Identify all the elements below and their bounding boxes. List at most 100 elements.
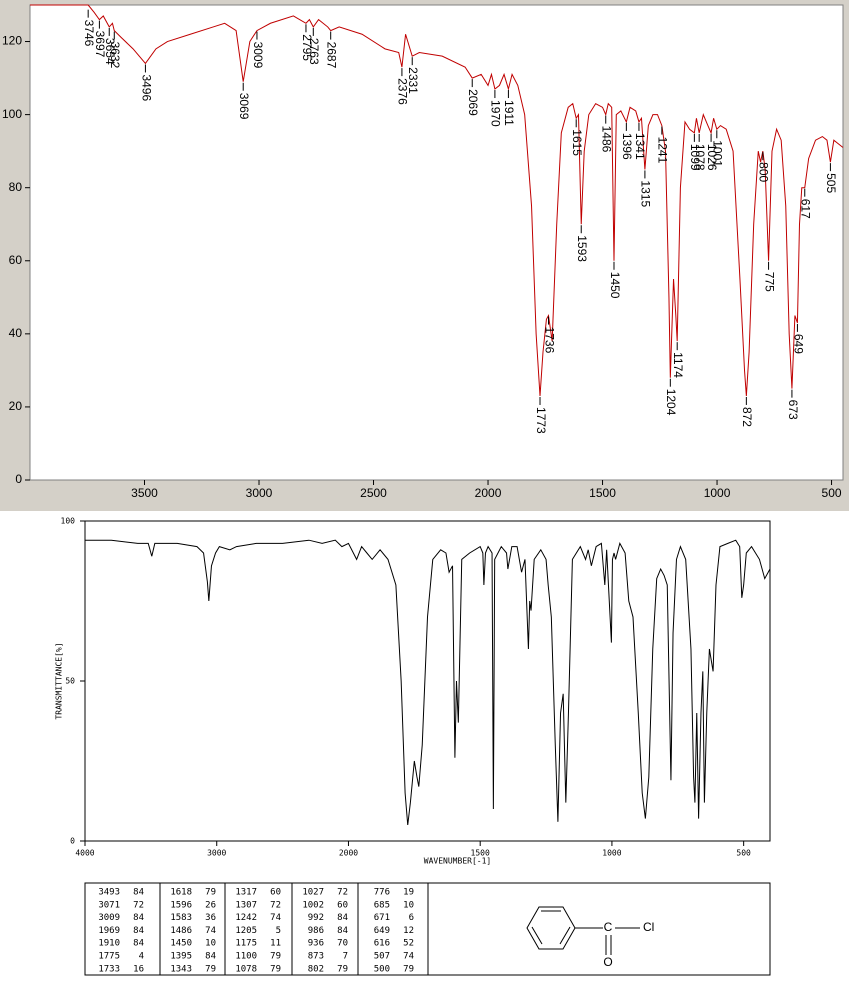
peak-label: 1450 (608, 272, 622, 299)
peak-label: 1593 (575, 235, 589, 262)
peak-label: 1001 (711, 140, 725, 167)
table-wavenumber: 1317 (235, 888, 257, 898)
table-wavenumber: 1205 (235, 926, 257, 936)
table-transmittance: 79 (270, 952, 281, 962)
x-tick-label: 2000 (475, 486, 502, 500)
peak-label: 3632 (108, 42, 122, 69)
table-transmittance: 60 (270, 888, 281, 898)
table-wavenumber: 873 (308, 952, 324, 962)
y-tick-label: 40 (9, 326, 23, 340)
x-axis-label: WAVENUMBER[-1] (424, 857, 491, 866)
benzene-ring (526, 906, 640, 955)
y-tick-label: 50 (65, 677, 75, 686)
peak-label: 1174 (671, 352, 685, 378)
peak-label: 1315 (639, 180, 653, 207)
table-wavenumber: 936 (308, 939, 324, 949)
y-tick-label: 80 (9, 180, 23, 194)
x-tick-label: 2000 (339, 849, 358, 858)
table-wavenumber: 500 (374, 964, 390, 974)
table-transmittance: 70 (337, 939, 348, 949)
table-wavenumber: 1775 (98, 952, 120, 962)
peak-label: 1078 (693, 144, 707, 171)
peak-label: 617 (799, 199, 813, 219)
table-transmittance: 7 (343, 952, 348, 962)
table-transmittance: 6 (409, 913, 414, 923)
table-transmittance: 72 (133, 900, 144, 910)
table-wavenumber: 1100 (235, 952, 257, 962)
peak-label: 775 (762, 272, 776, 292)
peak-label: 2795 (300, 34, 314, 61)
x-tick-label: 500 (736, 849, 751, 858)
atom-cl: Cl (643, 920, 654, 934)
table-transmittance: 79 (205, 964, 216, 974)
peak-label: 1736 (542, 327, 556, 354)
table-wavenumber: 3071 (98, 900, 120, 910)
peak-label: 1204 (664, 389, 678, 416)
y-tick-label: 20 (9, 399, 23, 413)
table-transmittance: 10 (205, 939, 216, 949)
peak-label: 505 (824, 173, 838, 193)
top-plot-area (29, 4, 844, 481)
table-wavenumber: 671 (374, 913, 390, 923)
peak-label: 2763 (307, 38, 321, 65)
table-wavenumber: 507 (374, 952, 390, 962)
y-tick-label: 120 (2, 34, 22, 48)
table-transmittance: 11 (270, 939, 281, 949)
table-transmittance: 10 (403, 900, 414, 910)
table-transmittance: 84 (133, 939, 144, 949)
x-tick-label: 1500 (471, 849, 490, 858)
y-tick-label: 0 (70, 837, 75, 846)
table-transmittance: 52 (403, 939, 414, 949)
table-wavenumber: 685 (374, 900, 390, 910)
x-tick-label: 500 (822, 486, 842, 500)
table-wavenumber: 992 (308, 913, 324, 923)
table-wavenumber: 986 (308, 926, 324, 936)
table-transmittance: 60 (337, 900, 348, 910)
y-tick-label: 0 (15, 472, 22, 486)
table-transmittance: 84 (337, 926, 348, 936)
table-wavenumber: 1596 (170, 900, 192, 910)
table-wavenumber: 1002 (302, 900, 324, 910)
table-wavenumber: 802 (308, 964, 324, 974)
table-wavenumber: 3493 (98, 888, 120, 898)
peak-label: 2331 (406, 67, 420, 94)
table-transmittance: 84 (133, 913, 144, 923)
peak-label: 673 (786, 400, 800, 420)
table-transmittance: 36 (205, 913, 216, 923)
peak-label: 2376 (396, 78, 410, 105)
table-wavenumber: 1395 (170, 952, 192, 962)
table-transmittance: 74 (270, 913, 281, 923)
table-wavenumber: 1450 (170, 939, 192, 949)
table-transmittance: 84 (337, 913, 348, 923)
peak-label: 3069 (237, 93, 251, 120)
peak-label: 2069 (466, 89, 480, 116)
peak-label: 3654 (103, 38, 117, 65)
table-transmittance: 12 (403, 926, 414, 936)
y-tick-label: 60 (9, 253, 23, 267)
y-tick-label: 100 (61, 517, 76, 526)
peak-label: 1026 (705, 144, 719, 171)
y-axis-label: TRANSMITTANCE[%] (55, 642, 64, 719)
y-tick-label: 100 (2, 107, 22, 121)
x-tick-label: 3500 (131, 486, 158, 500)
table-wavenumber: 1733 (98, 964, 120, 974)
spectrum-line (30, 4, 844, 396)
table-wavenumber: 776 (374, 888, 390, 898)
peak-label: 1099 (688, 144, 702, 171)
table-wavenumber: 1969 (98, 926, 120, 936)
table-wavenumber: 1175 (235, 939, 257, 949)
spectrum-line (85, 539, 771, 826)
table-wavenumber: 1343 (170, 964, 192, 974)
table-wavenumber: 3009 (98, 913, 120, 923)
table-transmittance: 84 (133, 926, 144, 936)
x-tick-label: 4000 (75, 849, 94, 858)
x-tick-label: 1000 (704, 486, 731, 500)
peak-label: 2687 (325, 42, 339, 69)
table-transmittance: 79 (270, 964, 281, 974)
table-wavenumber: 1910 (98, 939, 120, 949)
peak-label: 1773 (534, 407, 548, 434)
table-wavenumber: 616 (374, 939, 390, 949)
peak-label: 872 (740, 407, 754, 427)
peak-label: 1615 (570, 129, 584, 156)
